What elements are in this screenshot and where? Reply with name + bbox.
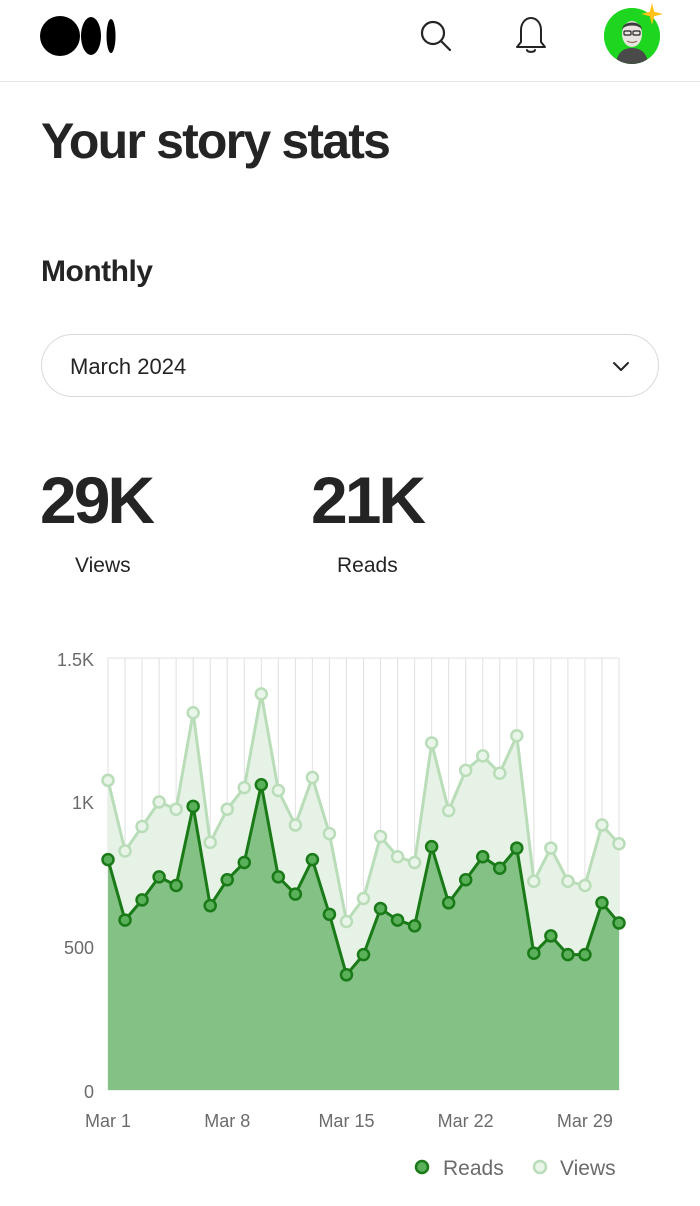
reads-point[interactable]: [578, 947, 592, 962]
views-point[interactable]: [169, 802, 183, 816]
reads-point[interactable]: [612, 916, 626, 930]
views-point[interactable]: [305, 770, 320, 785]
reads-point[interactable]: [595, 896, 609, 910]
period-heading: Monthly: [41, 255, 153, 288]
reads-stat-label: Reads: [337, 554, 398, 577]
reads-point[interactable]: [424, 839, 439, 854]
month-select-value: March 2024: [70, 354, 187, 379]
medium-logo-icon[interactable]: [40, 14, 120, 58]
views-point[interactable]: [578, 878, 592, 893]
reads-point[interactable]: [220, 873, 234, 887]
x-tick-label: Mar 8: [204, 1111, 250, 1131]
views-point[interactable]: [407, 855, 422, 870]
views-point[interactable]: [101, 773, 115, 788]
reads-point[interactable]: [441, 896, 456, 910]
user-avatar-icon: [604, 8, 660, 64]
reads-stat-value: 21K: [311, 463, 426, 537]
search-button[interactable]: [414, 14, 458, 58]
reads-point[interactable]: [356, 947, 371, 962]
stats-chart: 1.5K 1K 500 0 Mar 1 Mar 8 Mar 15 Mar 22 Mar 29 Re…: [57, 650, 626, 1180]
legend-reads-label: Reads: [443, 1157, 504, 1180]
views-point[interactable]: [118, 844, 132, 858]
views-point[interactable]: [424, 736, 439, 750]
reads-point[interactable]: [373, 901, 388, 916]
search-icon: [420, 20, 452, 52]
x-tick-label: Mar 22: [438, 1111, 494, 1131]
views-point[interactable]: [475, 749, 490, 763]
y-tick-label: 500: [64, 938, 94, 958]
reads-point[interactable]: [458, 873, 473, 887]
star-badge-icon: [641, 3, 663, 25]
views-point[interactable]: [458, 763, 473, 778]
views-point[interactable]: [510, 729, 524, 743]
reads-point[interactable]: [271, 870, 286, 884]
views-stat-value: 29K: [40, 463, 155, 537]
views-point[interactable]: [322, 826, 337, 841]
reads-point[interactable]: [544, 929, 558, 943]
views-point[interactable]: [237, 780, 252, 795]
reads-point[interactable]: [407, 919, 422, 933]
reads-point[interactable]: [118, 913, 132, 927]
reads-area: [108, 784, 619, 1090]
reads-point[interactable]: [339, 968, 354, 982]
views-point[interactable]: [203, 835, 217, 850]
views-point[interactable]: [356, 891, 371, 906]
views-point[interactable]: [288, 818, 303, 832]
top-bar: [0, 0, 700, 82]
y-tick-label: 1.5K: [57, 650, 94, 670]
reads-point[interactable]: [305, 852, 320, 867]
user-avatar[interactable]: [604, 8, 660, 64]
views-point[interactable]: [152, 795, 166, 809]
views-point[interactable]: [271, 783, 286, 798]
reads-point[interactable]: [203, 898, 217, 913]
views-point[interactable]: [186, 705, 200, 720]
reads-point[interactable]: [152, 870, 166, 884]
reads-point[interactable]: [288, 887, 303, 901]
legend-reads-marker: [414, 1159, 430, 1175]
reads-point[interactable]: [527, 946, 541, 960]
reads-point[interactable]: [186, 799, 200, 814]
views-point[interactable]: [561, 874, 575, 888]
views-point[interactable]: [220, 802, 234, 816]
reads-point[interactable]: [493, 861, 507, 875]
page-title: Your story stats: [41, 113, 391, 169]
views-point[interactable]: [595, 818, 609, 832]
views-point[interactable]: [612, 837, 626, 851]
reads-point[interactable]: [237, 855, 252, 870]
x-tick-label: Mar 1: [85, 1111, 131, 1131]
reads-point[interactable]: [254, 777, 269, 792]
views-point[interactable]: [390, 849, 405, 864]
bell-icon: [516, 17, 546, 53]
reads-point[interactable]: [322, 907, 337, 922]
chevron-down-icon: [613, 362, 629, 371]
month-select[interactable]: March 2024: [41, 334, 659, 397]
views-stat-label: Views: [75, 554, 131, 577]
legend-views-marker: [532, 1159, 548, 1175]
reads-point[interactable]: [169, 878, 183, 893]
reads-point[interactable]: [475, 849, 490, 864]
views-point[interactable]: [544, 841, 558, 855]
reads-point[interactable]: [510, 841, 524, 855]
views-point[interactable]: [254, 687, 269, 701]
views-point[interactable]: [339, 914, 354, 929]
y-tick-label: 1K: [72, 793, 94, 813]
views-point[interactable]: [441, 803, 456, 818]
reads-point[interactable]: [101, 852, 115, 867]
reads-point[interactable]: [390, 913, 405, 927]
notifications-button[interactable]: [509, 12, 553, 56]
reads-point[interactable]: [561, 947, 575, 962]
reads-point[interactable]: [135, 893, 149, 907]
views-point[interactable]: [135, 819, 149, 834]
views-point[interactable]: [373, 829, 388, 844]
x-tick-label: Mar 15: [318, 1111, 374, 1131]
views-point[interactable]: [527, 874, 541, 888]
y-tick-label: 0: [84, 1082, 94, 1102]
x-tick-label: Mar 29: [557, 1111, 613, 1131]
views-point[interactable]: [493, 766, 507, 780]
legend-views-label: Views: [560, 1157, 616, 1180]
